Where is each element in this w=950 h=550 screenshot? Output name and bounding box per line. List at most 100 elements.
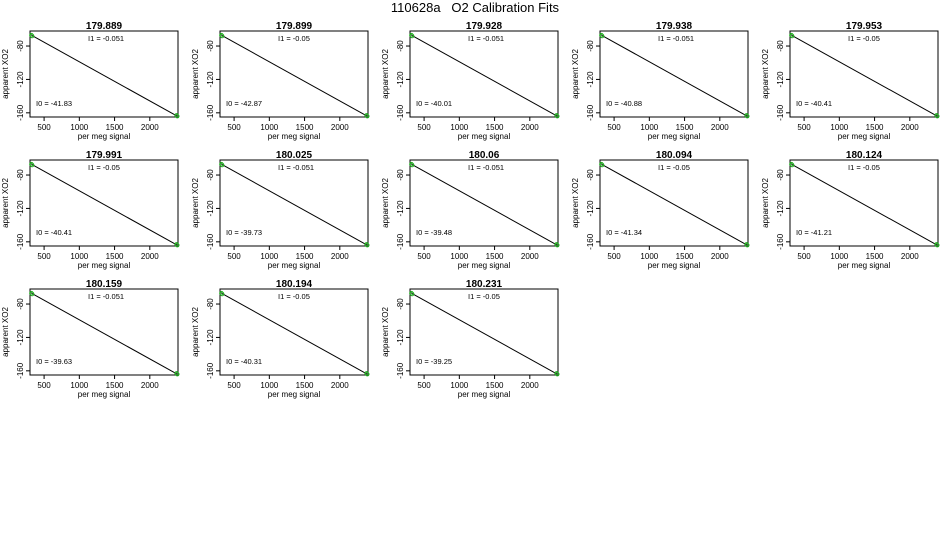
x-tick-label: 1000 (260, 123, 278, 132)
data-point (599, 32, 604, 38)
y-tick-label: -120 (16, 71, 25, 88)
fit-line (31, 34, 178, 117)
x-tick-label: 500 (417, 123, 431, 132)
plot-frame (409, 30, 559, 118)
data-point (29, 33, 35, 39)
data-point (599, 162, 605, 168)
y-tick-label: -160 (586, 233, 595, 250)
intercept-annotation: I0 = -40.41 (36, 228, 72, 237)
x-tick-label: 2000 (521, 123, 539, 132)
x-tick-label: 500 (797, 123, 811, 132)
y-axis-label: apparent XO2 (381, 307, 390, 357)
x-axis-label: per meg signal (78, 390, 131, 399)
x-tick-label: 2000 (711, 123, 729, 132)
y-tick-label: -120 (586, 71, 595, 88)
y-axis-label: apparent XO2 (191, 178, 200, 228)
y-tick-label: -80 (16, 40, 25, 52)
y-tick-label: -80 (396, 40, 405, 52)
data-point (29, 161, 34, 167)
x-tick-label: 500 (37, 381, 51, 390)
y-tick-label: -80 (586, 40, 595, 52)
y-axis-label: apparent XO2 (191, 49, 200, 99)
y-tick-label: -80 (16, 169, 25, 181)
x-tick-label: 500 (227, 123, 241, 132)
fit-line (601, 163, 748, 246)
data-point (555, 242, 560, 248)
x-tick-label: 2000 (141, 252, 159, 261)
panel-title: 180.025 (276, 150, 313, 161)
panel-title: 179.938 (656, 21, 693, 32)
slope-annotation: I1 = -0.05 (848, 163, 880, 172)
data-point (219, 33, 225, 39)
fit-line (411, 292, 558, 375)
data-point (29, 162, 35, 168)
y-axis-label: apparent XO2 (571, 178, 580, 228)
x-tick-label: 1500 (866, 123, 884, 132)
x-tick-label: 1500 (296, 381, 314, 390)
x-tick-label: 2000 (901, 252, 919, 261)
x-axis-label: per meg signal (78, 261, 131, 270)
panel-title: 179.953 (846, 21, 883, 32)
data-point (744, 242, 749, 247)
y-axis-label: apparent XO2 (1, 307, 10, 357)
x-tick-label: 1000 (70, 252, 88, 261)
x-axis-label: per meg signal (458, 390, 511, 399)
y-tick-label: -80 (206, 169, 215, 181)
y-tick-label: -160 (776, 104, 785, 121)
plot-frame (789, 159, 939, 247)
slope-annotation: I1 = -0.05 (658, 163, 690, 172)
data-point (174, 371, 179, 376)
x-axis-label: per meg signal (838, 261, 891, 270)
x-tick-label: 1000 (640, 252, 658, 261)
x-tick-label: 500 (37, 123, 51, 132)
data-point (599, 33, 605, 39)
y-tick-label: -120 (776, 200, 785, 217)
x-tick-label: 1500 (486, 123, 504, 132)
x-tick-label: 2000 (331, 252, 349, 261)
data-point (934, 113, 939, 118)
fit-line (601, 34, 748, 117)
x-tick-label: 2000 (141, 123, 159, 132)
data-point (219, 32, 224, 38)
data-point (745, 113, 750, 119)
y-tick-label: -120 (206, 71, 215, 88)
y-tick-label: -120 (206, 329, 215, 346)
x-tick-label: 500 (797, 252, 811, 261)
y-tick-label: -160 (16, 104, 25, 121)
data-point (365, 113, 370, 119)
x-tick-label: 500 (607, 123, 621, 132)
panel-title: 179.991 (86, 150, 123, 161)
y-tick-label: -120 (16, 329, 25, 346)
data-point (175, 371, 180, 377)
panel-title: 180.124 (846, 150, 883, 161)
slope-annotation: I1 = -0.051 (468, 163, 504, 172)
data-point (364, 113, 369, 118)
data-point (219, 290, 224, 296)
x-tick-label: 1500 (676, 252, 694, 261)
intercept-annotation: I0 = -39.63 (36, 357, 72, 366)
y-axis-label: apparent XO2 (191, 307, 200, 357)
x-tick-label: 1000 (260, 381, 278, 390)
data-point (599, 161, 604, 167)
x-tick-label: 1000 (450, 252, 468, 261)
slope-annotation: I1 = -0.051 (468, 34, 504, 43)
intercept-annotation: I0 = -40.41 (796, 99, 832, 108)
data-point (29, 291, 35, 297)
data-point (409, 291, 415, 297)
slope-annotation: I1 = -0.05 (468, 292, 500, 301)
y-tick-label: -80 (16, 298, 25, 310)
y-tick-label: -160 (396, 362, 405, 379)
intercept-annotation: I0 = -42.87 (226, 99, 262, 108)
plot-frame (409, 159, 559, 247)
y-axis-label: apparent XO2 (761, 49, 770, 99)
x-tick-label: 2000 (331, 123, 349, 132)
y-axis-label: apparent XO2 (381, 178, 390, 228)
x-axis-label: per meg signal (648, 132, 701, 141)
x-tick-label: 1500 (106, 252, 124, 261)
x-tick-label: 500 (37, 252, 51, 261)
x-axis-label: per meg signal (268, 132, 321, 141)
plot-frame (599, 159, 749, 247)
x-tick-label: 1000 (640, 123, 658, 132)
data-point (744, 113, 749, 118)
